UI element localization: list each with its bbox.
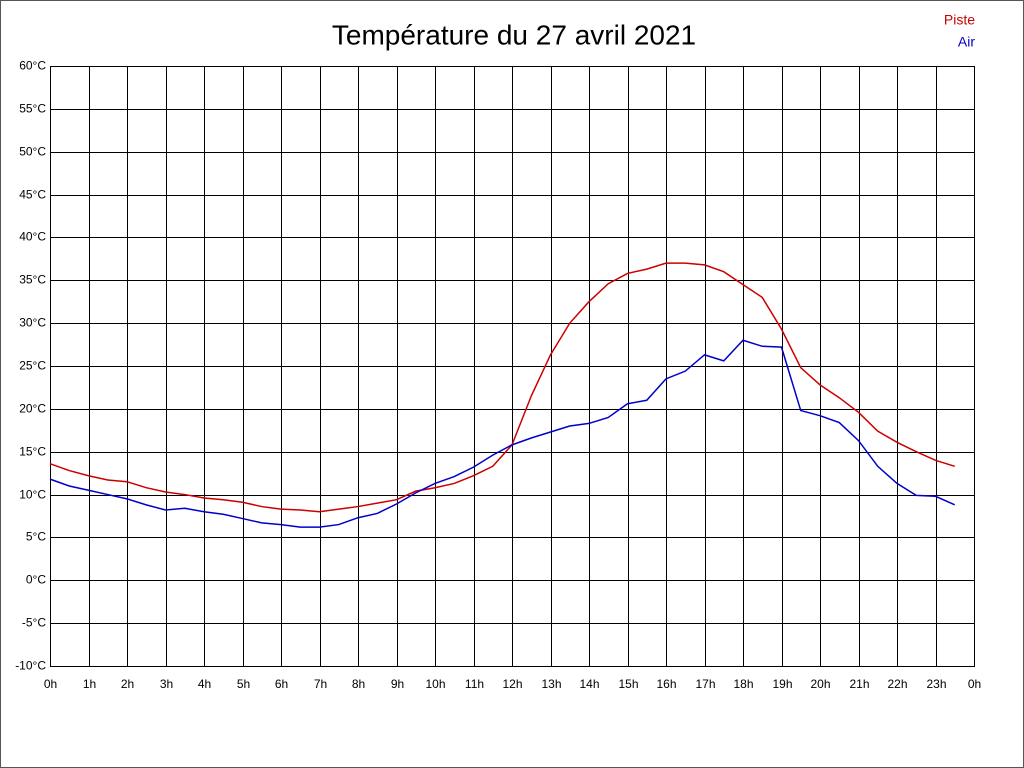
x-tick-label: 13h: [541, 677, 561, 691]
x-tick-label: 15h: [618, 677, 638, 691]
x-tick-label: 12h: [502, 677, 522, 691]
x-tick-label: 6h: [275, 677, 288, 691]
line-series: [49, 339, 956, 528]
x-tick-label: 0h: [44, 677, 57, 691]
y-tick-label: 25°C: [19, 359, 46, 373]
x-tick-label: 14h: [579, 677, 599, 691]
y-tick-label: 45°C: [19, 188, 46, 202]
y-tick-label: 50°C: [19, 145, 46, 159]
legend-label: Air: [958, 34, 975, 50]
x-tick-label: 10h: [425, 677, 445, 691]
x-tick-label: 8h: [352, 677, 365, 691]
x-tick-label: 18h: [733, 677, 753, 691]
y-tick-label: 30°C: [19, 316, 46, 330]
y-tick-label: 0°C: [26, 573, 46, 587]
line-series: [49, 262, 955, 513]
y-tick-label: 15°C: [19, 445, 46, 459]
y-tick-label: 55°C: [19, 102, 46, 116]
legend-label: Piste: [944, 12, 975, 28]
chart-title: Température du 27 avril 2021: [332, 19, 696, 50]
y-tick-label: 35°C: [19, 273, 46, 287]
x-tick-label: 3h: [160, 677, 173, 691]
x-tick-label: 20h: [810, 677, 830, 691]
x-tick-label: 17h: [695, 677, 715, 691]
x-tick-label: 11h: [465, 677, 484, 691]
x-tick-label: 23h: [926, 677, 946, 691]
x-tick-label: 0h: [968, 677, 981, 691]
y-tick-label: 5°C: [26, 530, 46, 544]
x-tick-label: 21h: [849, 677, 869, 691]
x-tick-label: 16h: [656, 677, 676, 691]
y-tick-label: -10°C: [15, 659, 46, 673]
x-tick-label: 19h: [772, 677, 792, 691]
x-tick-label: 9h: [391, 677, 404, 691]
x-tick-label: 2h: [121, 677, 134, 691]
y-tick-label: 60°C: [19, 59, 46, 73]
x-tick-label: 4h: [198, 677, 211, 691]
y-tick-label: 10°C: [19, 488, 46, 502]
y-tick-label: 40°C: [19, 230, 46, 244]
y-tick-label: -5°C: [22, 616, 46, 630]
x-tick-label: 1h: [83, 677, 96, 691]
x-tick-label: 5h: [237, 677, 250, 691]
x-tick-label: 7h: [314, 677, 327, 691]
y-tick-label: 20°C: [19, 402, 46, 416]
x-tick-label: 22h: [887, 677, 907, 691]
